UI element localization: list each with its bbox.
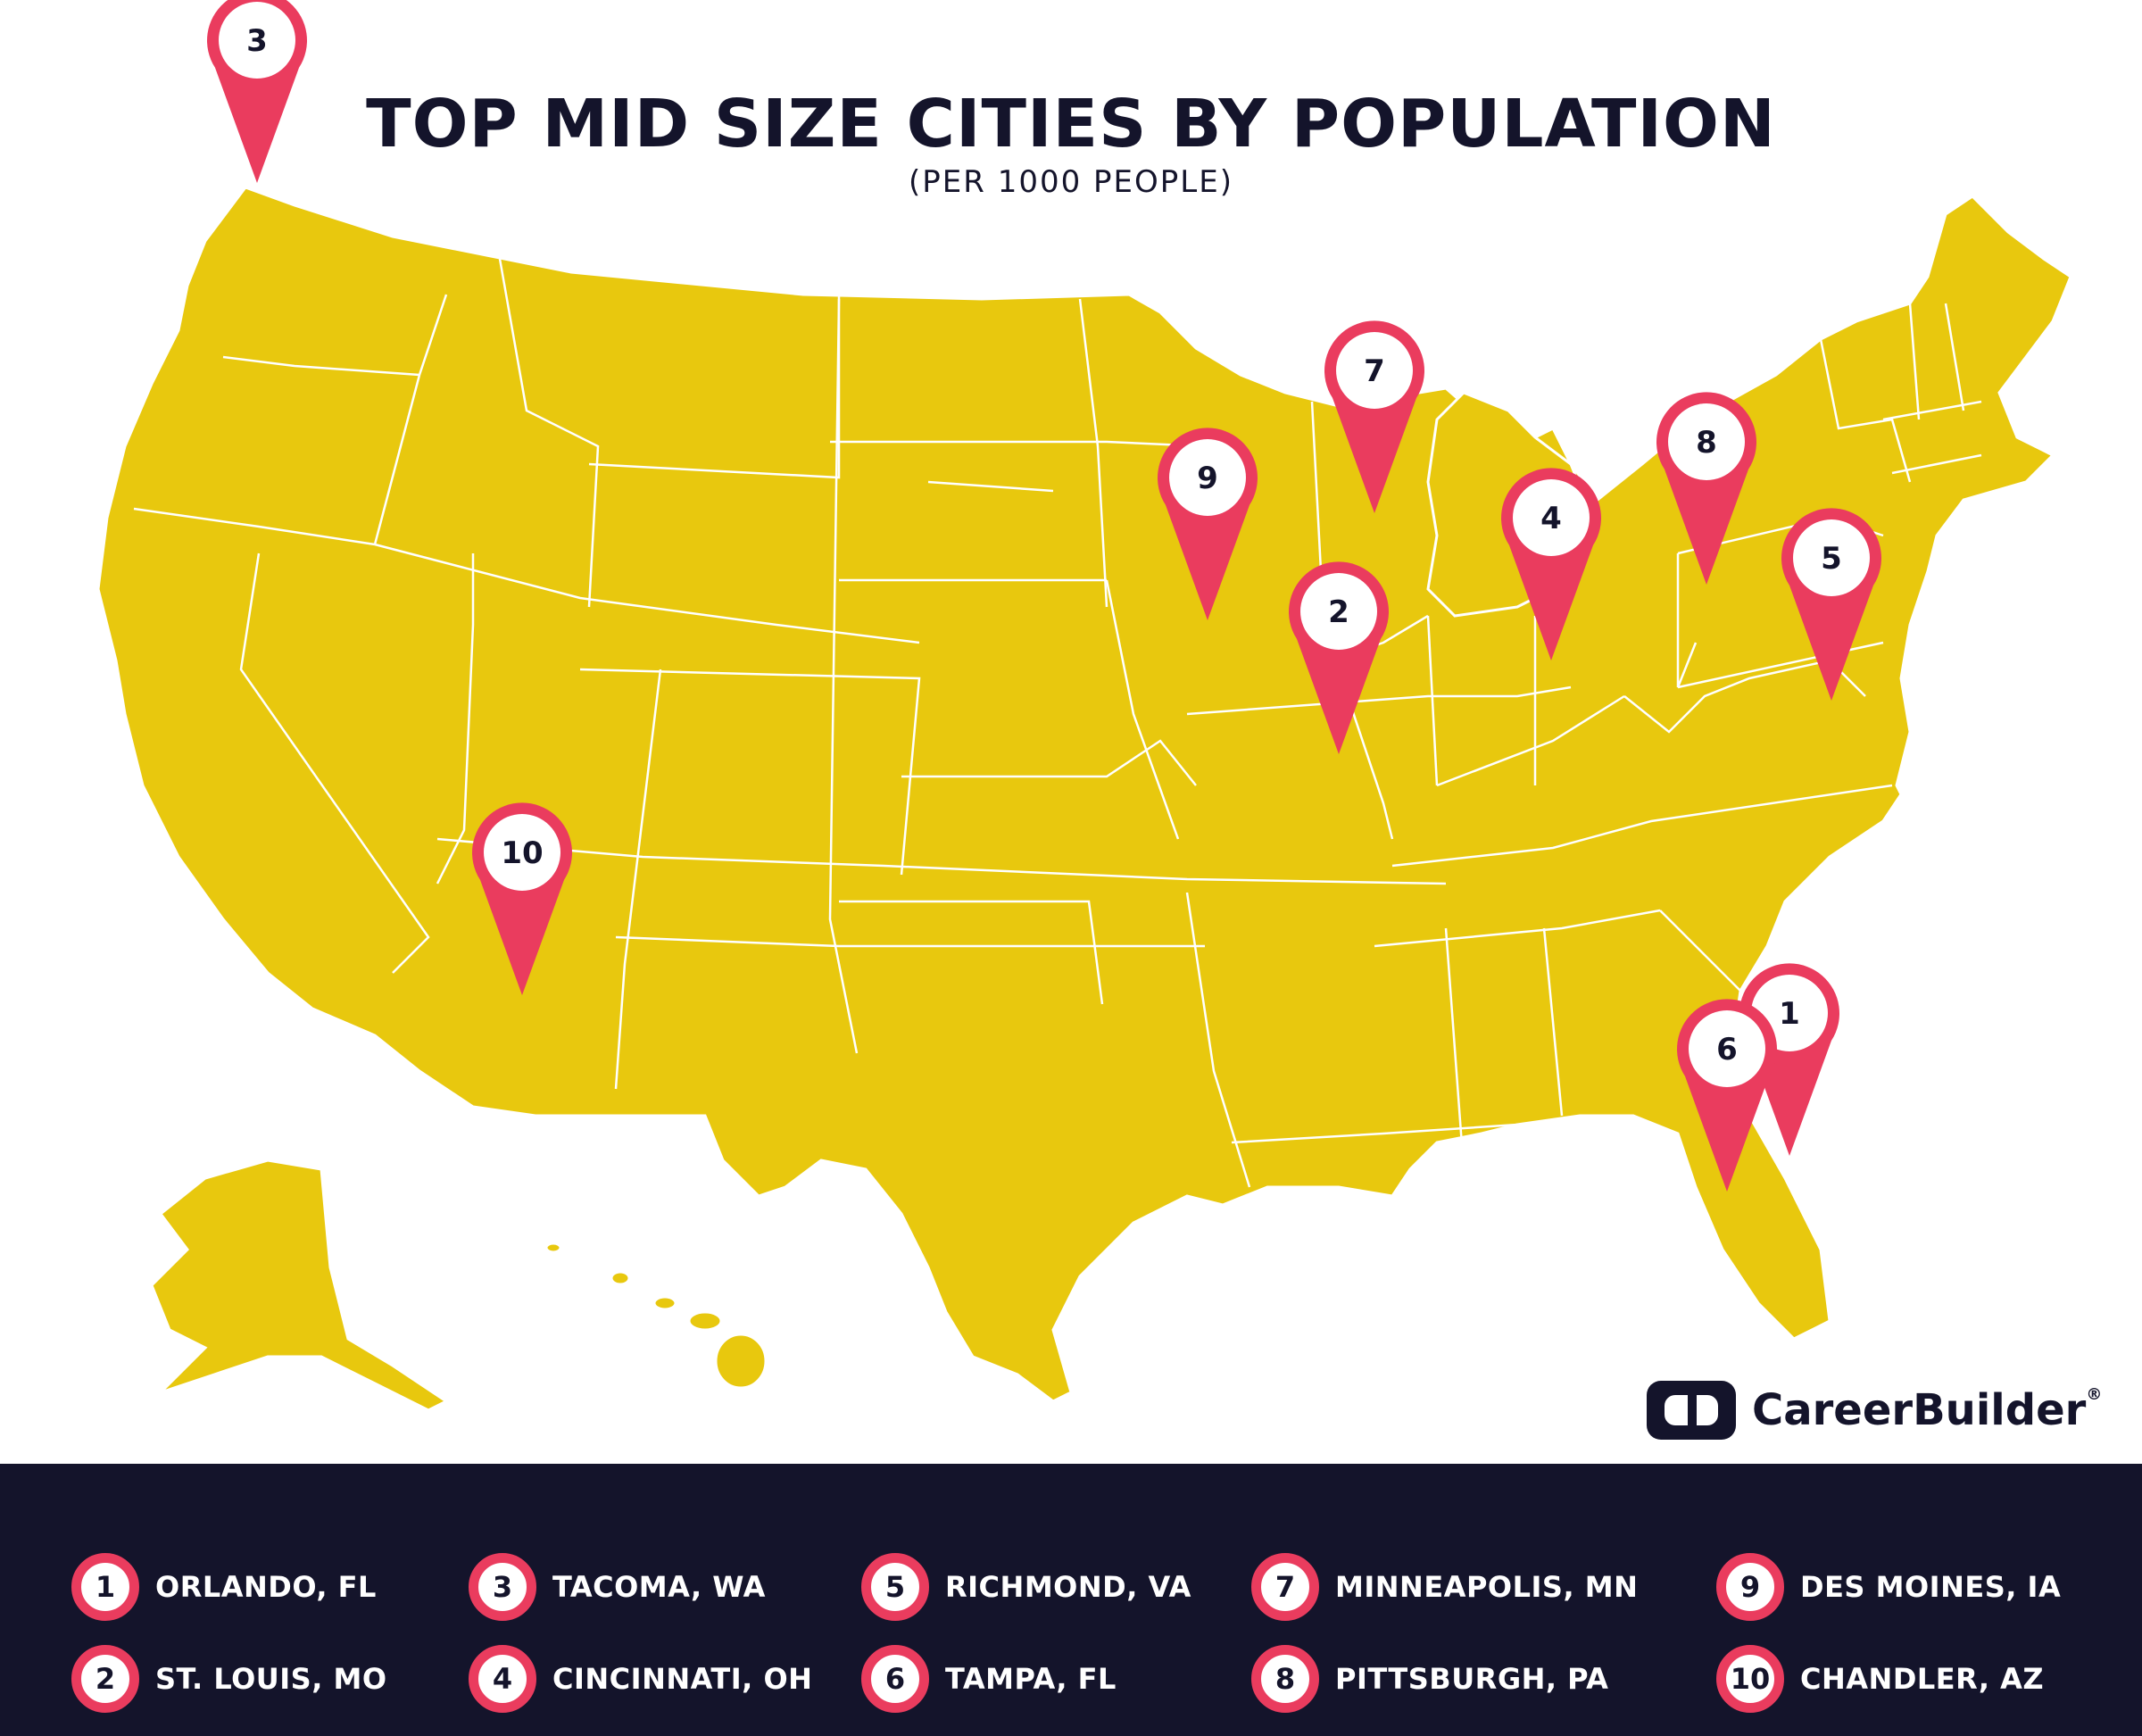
hawaii-island-big bbox=[714, 1333, 768, 1390]
pin-center bbox=[1793, 519, 1870, 596]
us-map: 1 2 3 4 5 6 7 8 9 10 bbox=[96, 0, 2072, 1412]
pin-rank-label: 6 bbox=[1716, 1032, 1738, 1067]
pin-center bbox=[1336, 332, 1413, 409]
legend-panel: 1 ORLANDO, FL 2 ST. LOUIS, MO 3 TACOMA, … bbox=[0, 1464, 2142, 1736]
pin-rank-label: 1 bbox=[1779, 996, 1800, 1032]
legend-city-label: ST. LOUIS, MO bbox=[155, 1662, 387, 1696]
hawaii-island-maui bbox=[687, 1310, 723, 1332]
legend-rank-badge: 7 bbox=[1251, 1553, 1319, 1621]
hawaii-island-kauai bbox=[610, 1270, 631, 1286]
pin-rank-label: 3 bbox=[246, 23, 268, 59]
legend-item: 9 DES MOINES, IA bbox=[1716, 1553, 2061, 1621]
legend-rank-badge: 10 bbox=[1716, 1645, 1784, 1713]
careerbuilder-logo: CareerBuilder® bbox=[1647, 1379, 2102, 1441]
legend-item: 2 ST. LOUIS, MO bbox=[71, 1645, 387, 1713]
alaska-landmass bbox=[150, 1159, 449, 1412]
logo-registered-mark: ® bbox=[2086, 1385, 2103, 1404]
careerbuilder-logo-mark bbox=[1647, 1381, 1736, 1440]
contiguous-us-landmass bbox=[96, 186, 2072, 1403]
pin-center bbox=[219, 2, 295, 79]
legend-item: 3 TACOMA, WA bbox=[469, 1553, 766, 1621]
legend-rank-badge: 2 bbox=[71, 1645, 139, 1713]
hawaii-island-oahu bbox=[652, 1295, 677, 1311]
legend-city-label: MINNEAPOLIS, MN bbox=[1335, 1570, 1639, 1604]
pin-center bbox=[1300, 573, 1377, 650]
pin-rank-label: 2 bbox=[1328, 594, 1349, 630]
legend-city-label: PITTSBURGH, PA bbox=[1335, 1662, 1609, 1696]
legend-city-label: CINCINNATI, OH bbox=[552, 1662, 813, 1696]
logo-name: CareerBuilder bbox=[1752, 1385, 2087, 1435]
pin-center bbox=[1513, 479, 1590, 556]
legend-city-label: TAMPA, FL bbox=[945, 1662, 1117, 1696]
legend-item: 5 RICHMOND, VA bbox=[861, 1553, 1191, 1621]
pin-rank-label: 4 bbox=[1540, 501, 1562, 536]
legend-city-label: DES MOINES, IA bbox=[1800, 1570, 2062, 1604]
map-subtitle: (PER 1000 PEOPLE) bbox=[909, 164, 1233, 200]
pins-layer: 1 2 3 4 5 6 7 8 9 10 bbox=[207, 0, 1882, 1192]
logo-wordmark: CareerBuilder® bbox=[1752, 1385, 2102, 1435]
legend-rank-badge: 6 bbox=[861, 1645, 929, 1713]
pin-center bbox=[1169, 439, 1246, 516]
map-pin-9: 9 bbox=[1158, 428, 1258, 620]
legend-city-label: ORLANDO, FL bbox=[155, 1570, 377, 1604]
legend-rank-badge: 5 bbox=[861, 1553, 929, 1621]
legend-item: 4 CINCINNATI, OH bbox=[469, 1645, 812, 1713]
map-pin-2: 2 bbox=[1289, 561, 1390, 754]
pin-rank-label: 7 bbox=[1364, 353, 1385, 389]
legend-rank-badge: 8 bbox=[1251, 1645, 1319, 1713]
map-pin-4: 4 bbox=[1501, 468, 1601, 660]
legend-item: 10 CHANDLER, AZ bbox=[1716, 1645, 2044, 1713]
legend-item: 6 TAMPA, FL bbox=[861, 1645, 1117, 1713]
pin-center bbox=[1668, 403, 1745, 480]
legend-item: 8 PITTSBURGH, PA bbox=[1251, 1645, 1608, 1713]
map-pin-7: 7 bbox=[1324, 320, 1424, 513]
legend-city-label: TACOMA, WA bbox=[552, 1570, 766, 1604]
legend-item: 1 ORLANDO, FL bbox=[71, 1553, 377, 1621]
map-pin-10: 10 bbox=[471, 802, 572, 995]
legend-city-label: CHANDLER, AZ bbox=[1800, 1662, 2045, 1696]
legend-rank-badge: 1 bbox=[71, 1553, 139, 1621]
legend-rank-badge: 4 bbox=[469, 1645, 536, 1713]
legend-rank-badge: 9 bbox=[1716, 1553, 1784, 1621]
hawaii-island-small bbox=[544, 1242, 562, 1254]
pin-rank-label: 8 bbox=[1696, 425, 1717, 461]
map-pin-6: 6 bbox=[1677, 999, 1777, 1192]
map-pin-8: 8 bbox=[1656, 392, 1757, 585]
pin-rank-label: 5 bbox=[1821, 541, 1842, 577]
legend-item: 7 MINNEAPOLIS, MN bbox=[1251, 1553, 1638, 1621]
pin-rank-label: 10 bbox=[501, 835, 543, 871]
legend-rank-badge: 3 bbox=[469, 1553, 536, 1621]
map-pin-5: 5 bbox=[1781, 508, 1882, 701]
pin-rank-label: 9 bbox=[1197, 461, 1218, 496]
legend-city-label: RICHMOND, VA bbox=[945, 1570, 1191, 1604]
pin-center bbox=[1689, 1010, 1765, 1087]
map-pin-3: 3 bbox=[207, 0, 307, 183]
map-title: TOP MID SIZE CITIES BY POPULATION bbox=[366, 86, 1776, 162]
pin-center bbox=[484, 814, 560, 891]
